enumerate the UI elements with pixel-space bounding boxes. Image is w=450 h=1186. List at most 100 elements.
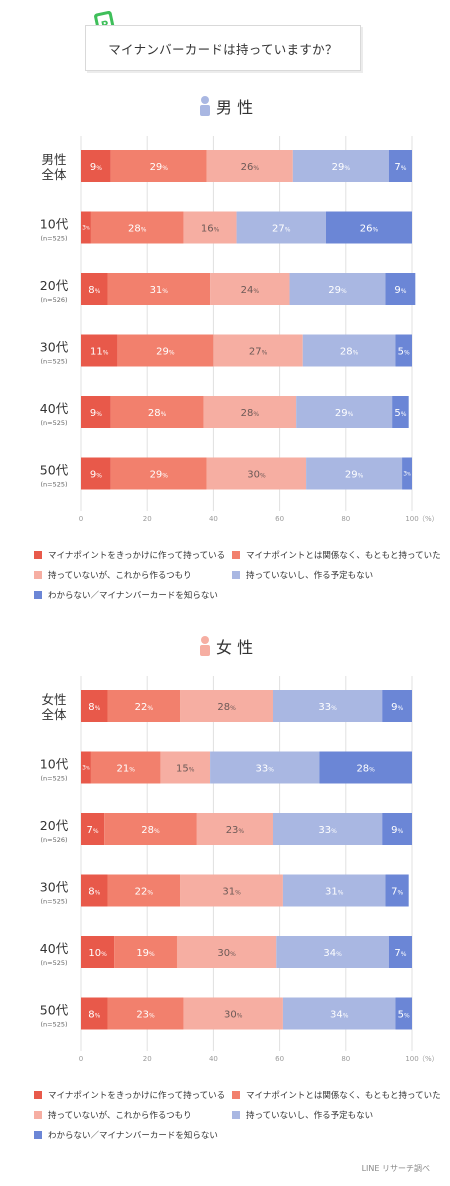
male-bar-segment bbox=[210, 273, 290, 305]
female-bar-segment bbox=[180, 874, 283, 907]
female-data-label-unit: % bbox=[369, 767, 375, 774]
female-bar-segment bbox=[282, 874, 386, 907]
male-data-label-unit: % bbox=[214, 227, 220, 234]
male-data-label-value: 28 bbox=[148, 408, 161, 419]
female-data-label-value: 30 bbox=[217, 948, 230, 959]
male-data-label: 26% bbox=[241, 162, 260, 173]
male-data-label-value: 16 bbox=[201, 224, 214, 235]
female-legend-swatch bbox=[232, 1091, 240, 1099]
male-data-label-unit: % bbox=[253, 411, 259, 418]
female-data-label-unit: % bbox=[189, 767, 195, 774]
male-bar-segment bbox=[302, 334, 396, 367]
female-data-label: 30% bbox=[217, 948, 236, 959]
female-data-label: 34% bbox=[323, 948, 342, 959]
male-bar-segment bbox=[289, 273, 386, 305]
male-category-label: 男性 bbox=[41, 152, 66, 167]
male-bar-segment bbox=[90, 211, 184, 244]
female-data-label-value: 7 bbox=[87, 825, 93, 836]
female-data-label-value: 9 bbox=[391, 825, 397, 836]
male-data-label: 5% bbox=[394, 408, 406, 419]
male-data-label-unit: % bbox=[96, 473, 102, 480]
male-data-label-value: 29 bbox=[328, 285, 341, 296]
female-data-label-unit: % bbox=[404, 1013, 410, 1020]
female-data-label-value: 31 bbox=[325, 887, 338, 898]
female-data-label: 8% bbox=[88, 1010, 100, 1021]
male-data-label: 29% bbox=[345, 470, 364, 481]
male-legend-swatch bbox=[34, 591, 42, 599]
male-bar-segment bbox=[392, 396, 409, 428]
female-data-label: 7% bbox=[391, 887, 403, 898]
male-data-label: 29% bbox=[332, 162, 351, 173]
female-person-icon-body bbox=[200, 645, 210, 656]
female-x-unit: （%） bbox=[418, 1055, 439, 1063]
male-bar-segment bbox=[110, 457, 207, 490]
male-bar-segment bbox=[110, 396, 204, 428]
female-bar-segment bbox=[104, 813, 197, 845]
female-legend-label: 持っていないし、作る予定もない bbox=[246, 1110, 373, 1121]
title-area: P マイナンバーカードは持っていますか？ bbox=[0, 0, 450, 80]
male-bar-segment bbox=[402, 457, 412, 490]
male-legend-swatch bbox=[34, 571, 42, 579]
male-category-label: 50代 bbox=[40, 463, 69, 478]
female-x-tick-label: 20 bbox=[143, 1055, 152, 1063]
male-data-label-value: 3 bbox=[82, 225, 86, 232]
female-bar-segment bbox=[282, 997, 396, 1030]
male-data-label-unit: % bbox=[353, 350, 359, 357]
male-data-label-unit: % bbox=[162, 165, 168, 172]
female-bar-segment bbox=[382, 690, 412, 722]
female-data-label: 9% bbox=[391, 702, 403, 713]
male-bar-segment bbox=[81, 334, 118, 367]
male-data-label-unit: % bbox=[96, 165, 102, 172]
male-data-label-value: 26 bbox=[241, 162, 254, 173]
female-category-n: (n=525) bbox=[40, 959, 67, 967]
female-data-label-value: 8 bbox=[88, 702, 94, 713]
female-bar-segment bbox=[196, 813, 273, 845]
female-data-label-value: 8 bbox=[88, 1010, 94, 1021]
male-header: 男 性 bbox=[216, 98, 253, 117]
male-data-label-value: 3 bbox=[403, 471, 407, 478]
female-data-label-value: 23 bbox=[226, 825, 239, 836]
male-data-label: 30% bbox=[247, 470, 266, 481]
female-data-label-unit: % bbox=[397, 705, 403, 712]
male-bar-segment bbox=[81, 150, 111, 182]
female-legend-label: わからない／マイナンバーカードを知らない bbox=[48, 1130, 218, 1141]
male-bar-segment bbox=[296, 396, 393, 428]
female-category-label: 30代 bbox=[40, 880, 69, 895]
male-category-label-line2: 全体 bbox=[41, 167, 67, 182]
male-data-label: 3% bbox=[82, 225, 90, 232]
male-data-label-value: 27 bbox=[272, 224, 285, 235]
female-data-label-unit: % bbox=[93, 828, 99, 835]
female-category-label: 女性 bbox=[41, 692, 66, 707]
female-data-label: 31% bbox=[222, 887, 241, 898]
male-legend-swatch bbox=[232, 551, 240, 559]
female-category-label: 50代 bbox=[40, 1003, 69, 1018]
female-data-label-unit: % bbox=[336, 951, 342, 958]
female-data-label-unit: % bbox=[338, 890, 344, 897]
male-x-tick-label: 60 bbox=[275, 515, 284, 523]
female-data-label-value: 31 bbox=[222, 887, 235, 898]
female-data-label-unit: % bbox=[331, 705, 337, 712]
female-legend-swatch bbox=[34, 1091, 42, 1099]
female-data-label-value: 8 bbox=[88, 887, 94, 898]
female-data-label-unit: % bbox=[331, 828, 337, 835]
male-data-label-value: 7 bbox=[394, 162, 400, 173]
male-data-label-value: 8 bbox=[88, 285, 94, 296]
male-data-label-unit: % bbox=[285, 227, 291, 234]
question-text: マイナンバーカードは持っていますか？ bbox=[108, 41, 338, 57]
male-data-label-value: 27 bbox=[249, 347, 262, 358]
female-category-n: (n=525) bbox=[40, 898, 67, 906]
female-bar-segment bbox=[180, 690, 273, 722]
male-x-tick-label: 20 bbox=[143, 515, 152, 523]
male-category-n: (n=525) bbox=[40, 419, 67, 427]
male-data-label-value: 28 bbox=[241, 408, 254, 419]
female-bar-segment bbox=[385, 874, 409, 907]
male-category-label: 10代 bbox=[40, 217, 69, 232]
female-data-label: 10% bbox=[88, 948, 107, 959]
female-data-label-value: 34 bbox=[323, 948, 336, 959]
male-bar-segment bbox=[385, 273, 416, 305]
female-data-label-value: 21 bbox=[116, 764, 129, 775]
female-data-label-value: 33 bbox=[318, 825, 331, 836]
male-data-label: 5% bbox=[398, 347, 410, 358]
female-data-label-unit: % bbox=[237, 1013, 243, 1020]
